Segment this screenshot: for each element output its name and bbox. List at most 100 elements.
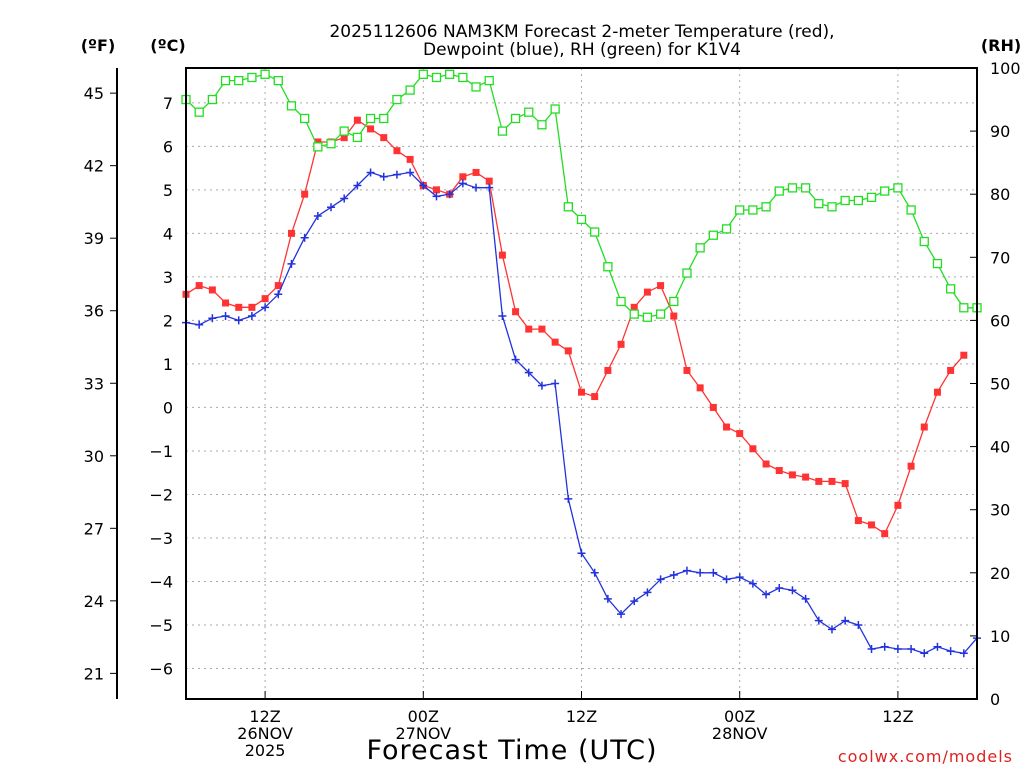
data-point — [524, 107, 534, 117]
data-point — [801, 594, 810, 603]
data-point — [287, 259, 296, 268]
data-point — [366, 168, 375, 177]
data-point — [497, 126, 508, 136]
x-tick-label: 2025 — [245, 741, 286, 760]
data-point — [221, 312, 230, 321]
data-point — [247, 312, 256, 321]
data-point — [630, 303, 638, 311]
data-point — [604, 366, 612, 374]
data-point — [445, 190, 454, 199]
rh-tick-label: 30 — [990, 501, 1010, 520]
celsius-tick-label: 6 — [163, 137, 173, 156]
data-point — [696, 384, 704, 392]
celsius-tick-label: 4 — [163, 224, 173, 243]
x-tick-label: 00Z — [724, 707, 755, 726]
data-point — [788, 471, 796, 479]
data-point — [406, 155, 414, 163]
data-point — [537, 381, 546, 390]
data-point — [655, 309, 666, 319]
data-point — [353, 181, 362, 190]
fahrenheit-tick-label: 45 — [84, 84, 104, 103]
data-point — [578, 388, 585, 396]
data-point — [576, 214, 587, 225]
data-point — [590, 227, 600, 237]
data-point — [815, 477, 823, 485]
series-layer — [181, 69, 982, 658]
rh-tick-label: 10 — [990, 627, 1010, 646]
data-point — [458, 179, 467, 188]
data-point — [603, 594, 612, 603]
celsius-tick-label: −5 — [149, 616, 173, 635]
data-point — [327, 203, 336, 212]
chart-title-line2: Dewpoint (blue), RH (green) for K1V4 — [423, 40, 741, 60]
rh-tick-label: 100 — [990, 59, 1021, 78]
data-point — [775, 467, 783, 475]
celsius-tick-label: −3 — [149, 529, 173, 548]
data-point — [471, 82, 481, 92]
fahrenheit-tick-label: 30 — [84, 447, 104, 466]
data-point — [234, 75, 244, 86]
data-point — [827, 625, 836, 634]
celsius-tick-label: 7 — [163, 94, 173, 113]
data-point — [881, 530, 889, 538]
celsius-tick-label: 1 — [163, 355, 173, 374]
data-point — [392, 94, 402, 105]
data-point — [406, 168, 415, 177]
rh-tick-label: 70 — [990, 248, 1010, 267]
data-point — [525, 325, 533, 333]
data-point — [932, 258, 943, 269]
data-point — [510, 113, 521, 124]
fahrenheit-tick-label: 42 — [84, 157, 104, 176]
data-point — [274, 282, 282, 290]
rh-tick-label: 90 — [990, 122, 1010, 141]
data-point — [906, 205, 916, 215]
credit-text: coolwx.com/models — [838, 747, 1013, 766]
data-point — [512, 308, 520, 316]
data-point — [511, 355, 520, 364]
data-point — [235, 303, 243, 311]
data-point — [788, 586, 797, 595]
data-point — [590, 568, 599, 577]
fahrenheit-tick-label: 21 — [84, 664, 104, 683]
data-point — [208, 286, 216, 294]
data-point — [748, 205, 758, 215]
data-point — [379, 172, 388, 181]
data-point — [643, 588, 652, 597]
data-point — [682, 566, 691, 575]
x-tick-label: 12Z — [249, 707, 280, 726]
x-tick-label: 00Z — [408, 707, 439, 726]
data-point — [762, 590, 771, 599]
data-point — [827, 202, 837, 212]
data-point — [893, 644, 902, 653]
data-point — [340, 194, 349, 203]
rh-tick-label: 0 — [990, 690, 1000, 709]
data-point — [669, 296, 679, 307]
celsius-tick-label: 3 — [163, 268, 173, 287]
data-point — [920, 423, 928, 431]
data-point — [273, 75, 283, 86]
data-point — [261, 295, 269, 303]
data-point — [247, 72, 257, 83]
data-point — [735, 205, 745, 215]
x-tick-label: 12Z — [882, 707, 913, 726]
data-point — [708, 230, 718, 240]
series-line — [185, 119, 965, 535]
fahrenheit-tick-label: 39 — [84, 229, 104, 248]
data-point — [695, 243, 705, 253]
series-2-meter-temperature — [182, 116, 968, 538]
data-point — [195, 282, 203, 290]
data-point — [960, 351, 968, 359]
data-point — [616, 296, 626, 307]
data-point — [683, 366, 691, 374]
data-point — [841, 480, 849, 488]
data-point — [656, 575, 665, 584]
series-rh — [181, 69, 982, 322]
fahrenheit-tick-label: 36 — [84, 302, 104, 321]
rh-tick-label: 20 — [990, 564, 1010, 583]
data-point — [629, 309, 639, 319]
rh-tick-label: 60 — [990, 311, 1010, 330]
data-point — [723, 423, 731, 431]
data-point — [814, 616, 823, 625]
data-point — [301, 190, 309, 198]
data-point — [959, 303, 969, 313]
